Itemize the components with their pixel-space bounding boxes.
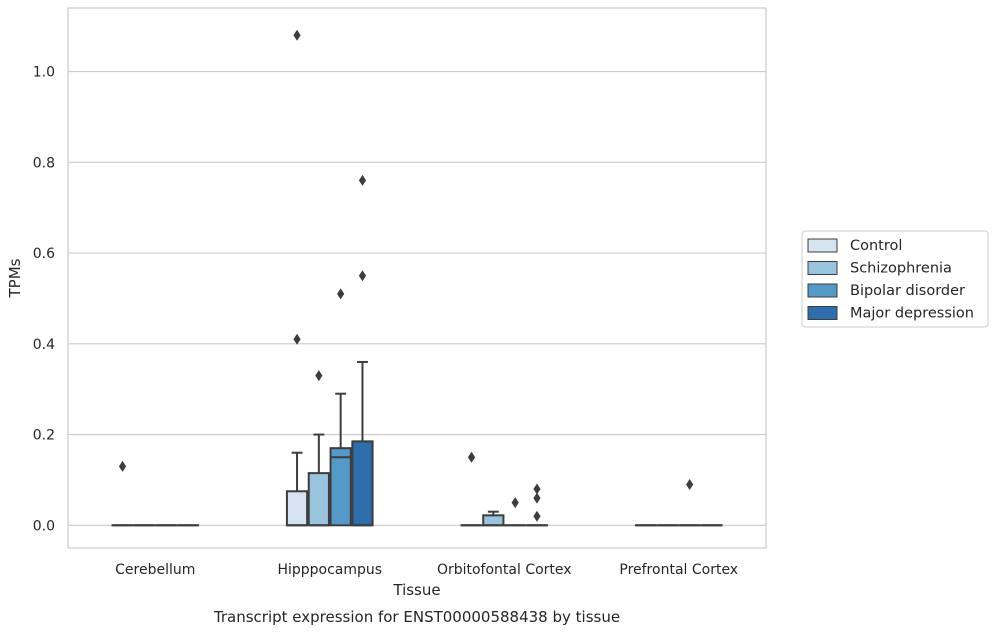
box-group-hipppocampus	[285, 29, 374, 527]
legend-label: Control	[850, 238, 902, 254]
y-tick-label: 0.6	[33, 246, 55, 262]
legend-label: Major depression	[850, 306, 974, 322]
y-tick-label: 0.0	[33, 518, 55, 534]
x-axis-label: Tissue	[392, 581, 440, 599]
box-group-cerebellum	[111, 460, 200, 527]
outlier-point	[293, 333, 301, 345]
y-tick-label: 1.0	[33, 65, 55, 81]
outlier-point	[293, 29, 301, 41]
box	[285, 490, 309, 527]
legend-swatch	[807, 261, 838, 275]
legend-swatch	[807, 283, 838, 298]
box	[329, 447, 352, 527]
outlier-point	[533, 510, 541, 522]
outlier-point	[533, 492, 541, 504]
outlier-point	[511, 497, 519, 509]
y-tick-label: 0.2	[33, 428, 55, 444]
box-group-prefrontal-cortex	[634, 478, 723, 527]
legend-label: Schizophrenia	[850, 261, 952, 277]
plot-frame	[67, 7, 767, 549]
legend-frame	[801, 230, 989, 328]
x-tick-labels: Cerebellum Hipppocampus Orbitofontal Corte…	[115, 562, 738, 578]
outlier-point	[533, 483, 541, 495]
y-axis-label: TPMs	[6, 258, 24, 298]
outlier-point	[337, 288, 345, 300]
legend-swatch	[807, 238, 838, 253]
box	[482, 514, 505, 527]
outlier-point	[358, 270, 367, 282]
outlier-point	[467, 451, 476, 463]
legend-label: Bipolar disorder	[850, 283, 965, 299]
chart-caption: Transcript expression for ENST0000058843…	[213, 608, 620, 626]
x-tick-label: Cerebellum	[115, 562, 195, 578]
outlier-point	[315, 370, 323, 382]
outlier-point	[118, 460, 127, 472]
box-group-orbitofontal-cortex	[460, 451, 549, 527]
y-tick-label: 0.8	[33, 155, 55, 171]
x-tick-label: Orbitofontal Cortex	[437, 562, 572, 578]
box	[307, 472, 330, 527]
plot-background	[68, 8, 766, 548]
x-tick-label: Hipppocampus	[277, 562, 382, 578]
legend: Control Schizophrenia Bipolar disorder Majo…	[801, 230, 989, 328]
box-groups	[111, 29, 723, 527]
y-tick-labels: 0.0 0.2 0.4 0.6 0.8 1.0	[33, 65, 55, 535]
outlier-point	[358, 174, 367, 186]
legend-swatch	[807, 306, 838, 320]
outlier-point	[686, 478, 694, 490]
box	[351, 440, 374, 527]
y-tick-label: 0.4	[33, 337, 55, 353]
x-tick-label: Prefrontal Cortex	[619, 562, 738, 578]
